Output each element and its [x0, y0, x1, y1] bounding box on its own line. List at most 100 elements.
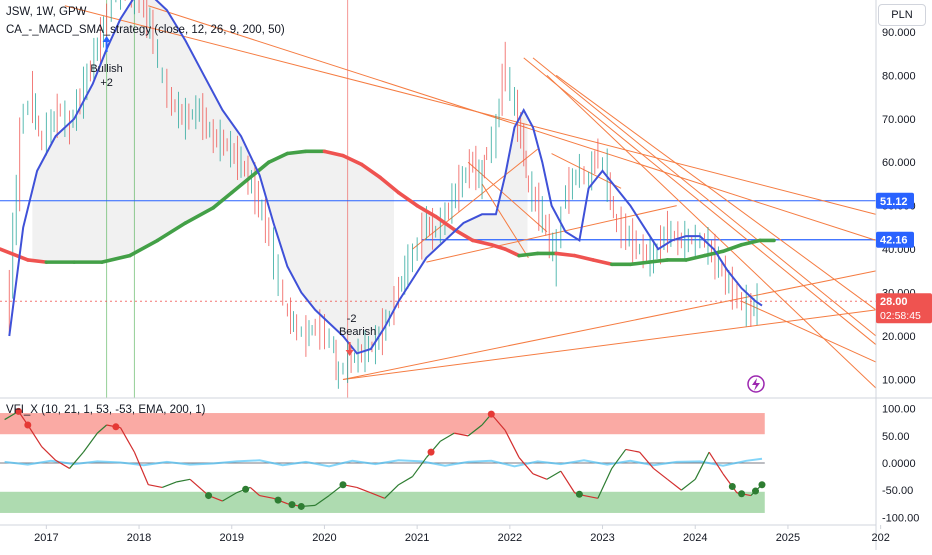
osc-top-marker — [112, 423, 120, 431]
trendline[interactable] — [64, 5, 877, 215]
lightning-icon[interactable] — [747, 375, 765, 393]
x-tick-label: 202 — [871, 532, 889, 544]
vfi-line-segment — [189, 478, 209, 497]
vfi-line-segment — [69, 451, 84, 469]
vfi-line-segment — [560, 470, 576, 494]
bearish-label: Bearish — [339, 326, 376, 338]
vfi-line-segment — [398, 476, 413, 486]
vfi-line-segment — [259, 494, 274, 499]
sma-200-segment — [517, 251, 540, 258]
last-price-label: 28.00 — [880, 296, 908, 308]
osc-bottom-marker — [205, 492, 213, 500]
osc-y-tick-label: 100.00 — [882, 404, 916, 416]
indicator-title: VFI_X (10, 21, 1, 53, -53, EMA, 200, 1) — [6, 404, 206, 416]
sma-200-segment — [155, 221, 188, 243]
vfi-line-segment — [27, 424, 43, 448]
vfi-line-segment — [680, 478, 696, 491]
osc-bottom-marker — [738, 490, 746, 498]
sma-200-segment — [489, 242, 508, 251]
vfi-line-segment — [412, 457, 427, 477]
osc-bottom-marker — [728, 483, 736, 491]
sma-200-segment — [554, 251, 577, 258]
sma-200-segment — [433, 214, 457, 232]
osc-bottom-marker — [297, 502, 305, 510]
x-tick-label: 2018 — [127, 532, 151, 544]
trendline[interactable] — [555, 74, 877, 311]
y-tick-label: 20.000 — [882, 331, 916, 343]
osc-bottom-marker — [274, 496, 282, 504]
trendline[interactable] — [551, 153, 622, 189]
trendline[interactable] — [741, 300, 877, 363]
bearish-arrow-icon — [345, 350, 354, 356]
vfi-line-segment — [440, 432, 455, 442]
sma-200-segment — [0, 247, 30, 262]
osc-y-tick-label: 50.00 — [882, 431, 910, 443]
currency-button[interactable]: PLN — [878, 4, 926, 26]
sma-200-segment — [378, 175, 401, 195]
trendline[interactable] — [481, 183, 529, 259]
vfi-line-segment — [532, 473, 548, 480]
vfi-line-segment — [722, 473, 738, 494]
sma-200-segment — [470, 238, 494, 247]
vfi-line-segment — [96, 424, 107, 434]
vfi-line-segment — [55, 459, 70, 469]
vfi-line-segment — [597, 468, 613, 499]
sma-200-segment — [100, 253, 132, 264]
osc-y-tick-label: -50.00 — [882, 485, 913, 497]
symbol-title: JSW, 1W, GPW — [6, 6, 87, 18]
osc-bottom-marker — [242, 485, 250, 493]
sma-200-segment — [341, 153, 364, 167]
x-tick-label: 2020 — [312, 532, 336, 544]
sma-200-segment — [684, 253, 707, 262]
y-tick-label: 90.000 — [882, 27, 916, 39]
vfi-line-segment — [314, 495, 330, 506]
sma-200-segment — [211, 190, 234, 210]
trendline[interactable] — [342, 270, 877, 380]
trendline[interactable] — [532, 57, 877, 337]
x-tick-label: 2025 — [776, 532, 800, 544]
trendline[interactable] — [426, 205, 677, 263]
trendline[interactable] — [523, 57, 877, 346]
x-tick-label: 2024 — [683, 532, 707, 544]
vfi-line-segment — [490, 413, 506, 431]
vfi-line-segment — [708, 451, 724, 475]
vfi-line-segment — [639, 451, 654, 469]
sma-200-segment — [26, 258, 49, 264]
y-tick-label: 10.000 — [882, 374, 916, 386]
vfi-line-segment — [356, 486, 372, 494]
vfi-line-segment — [148, 484, 163, 489]
osc-overbought-zone — [0, 413, 765, 435]
level-upper-label: 51.12 — [880, 196, 908, 208]
level-upper-label-bg — [876, 192, 914, 209]
vfi-line-segment — [82, 432, 98, 453]
vfi-line-segment — [249, 486, 260, 497]
vfi-line-segment — [583, 494, 599, 499]
vfi-line-segment — [384, 484, 400, 499]
trendline[interactable] — [412, 148, 538, 250]
x-tick-label: 2021 — [405, 532, 429, 544]
osc-y-tick-label: 0.0000 — [882, 458, 916, 470]
bullish-label: Bullish — [90, 63, 122, 75]
sma-200-segment — [248, 160, 271, 180]
vfi-line-segment — [546, 470, 562, 480]
trendline[interactable] — [467, 161, 548, 233]
vfi-line-segment — [41, 446, 57, 461]
sma-200-segment — [739, 238, 762, 247]
osc-top-marker — [24, 421, 32, 429]
vfi-line-segment — [133, 451, 149, 485]
sma-200-segment — [721, 242, 744, 254]
trendline[interactable] — [148, 5, 877, 241]
vfi-line-segment — [504, 430, 520, 458]
vfi-line-segment — [518, 457, 534, 475]
sma-200-segment — [702, 249, 725, 258]
level-lower-label: 42.16 — [880, 235, 908, 247]
osc-y-tick-label: -100.00 — [882, 512, 919, 524]
strategy-title: CA_-_MACD_SMA_strategy (close, 12, 26, 9… — [6, 24, 285, 36]
trendline[interactable] — [546, 74, 877, 389]
vfi-line-segment — [625, 448, 640, 453]
sma-200-segment — [322, 149, 345, 158]
last-price-label-bg — [876, 293, 932, 324]
y-tick-label: 60.000 — [882, 157, 916, 169]
